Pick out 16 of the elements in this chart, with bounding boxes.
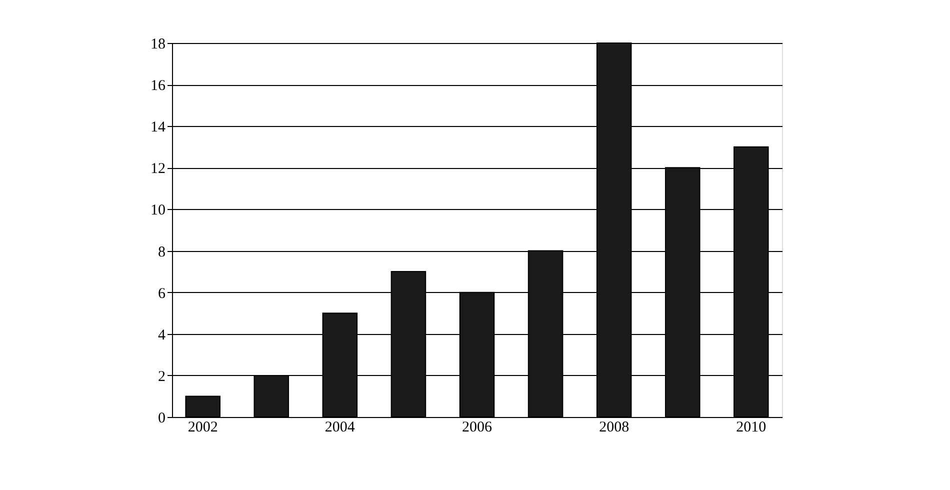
y-tick-label: 10 [150,202,166,219]
bar [185,396,220,418]
x-tick-label: 2008 [599,420,630,436]
y-tick-label: 12 [150,161,166,178]
y-tick-label: 6 [158,286,166,302]
y-tick-label: 8 [158,244,166,260]
y-tick-label: 0 [158,410,166,426]
y-tick-label: 14 [150,120,166,136]
x-tick-label: 2006 [462,420,492,436]
y-tick-label: 16 [150,78,166,94]
y-tick-label: 18 [150,36,166,52]
x-tick-label: 2010 [736,420,766,436]
x-tick-label: 2002 [188,420,218,436]
y-tick-label: 2 [158,368,166,385]
y-tick-label: 4 [158,327,166,344]
x-tick-label: 2004 [324,420,356,436]
